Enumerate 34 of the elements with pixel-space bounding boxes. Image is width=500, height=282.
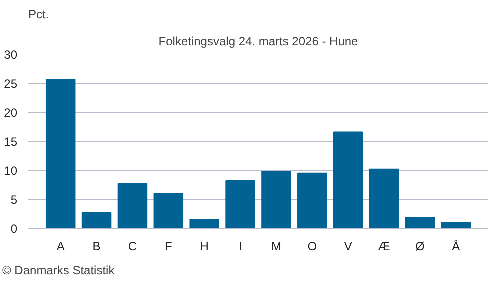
x-tick-label: Å bbox=[452, 240, 460, 254]
bar bbox=[154, 193, 184, 228]
y-tick-label: 30 bbox=[4, 48, 18, 62]
bar bbox=[441, 222, 472, 228]
x-tick-label: C bbox=[128, 240, 138, 254]
x-tick-label: H bbox=[200, 240, 209, 254]
chart-title: Folketingsvalg 24. marts 2026 - Hune bbox=[158, 34, 359, 48]
bar bbox=[226, 180, 256, 228]
bar bbox=[262, 171, 292, 228]
x-tick-label: Æ bbox=[378, 240, 390, 254]
y-tick-label: 0 bbox=[10, 222, 18, 236]
y-axis-title: Pct. bbox=[28, 8, 50, 22]
y-tick-label: 20 bbox=[4, 106, 18, 120]
bar bbox=[405, 216, 436, 228]
x-tick-label: I bbox=[238, 240, 242, 254]
y-tick-label: 25 bbox=[4, 77, 18, 91]
bar bbox=[190, 219, 220, 228]
bar bbox=[46, 78, 76, 228]
x-tick-label: A bbox=[56, 240, 65, 254]
y-tick-label: 5 bbox=[10, 193, 18, 207]
bar bbox=[82, 212, 112, 228]
x-tick-label: O bbox=[308, 240, 318, 254]
y-tick-label: 10 bbox=[4, 164, 18, 178]
bar bbox=[333, 132, 364, 228]
x-tick-label: Ø bbox=[416, 240, 425, 254]
bar bbox=[369, 168, 400, 228]
x-tick-label: M bbox=[271, 240, 282, 254]
bar bbox=[298, 172, 328, 228]
text: © Danmarks Statistik bbox=[2, 264, 116, 278]
x-tick-label: F bbox=[164, 240, 172, 254]
bar bbox=[118, 183, 148, 228]
x-tick-label: B bbox=[92, 240, 101, 254]
x-tick-label: V bbox=[344, 240, 352, 254]
y-tick-label: 15 bbox=[4, 135, 18, 149]
